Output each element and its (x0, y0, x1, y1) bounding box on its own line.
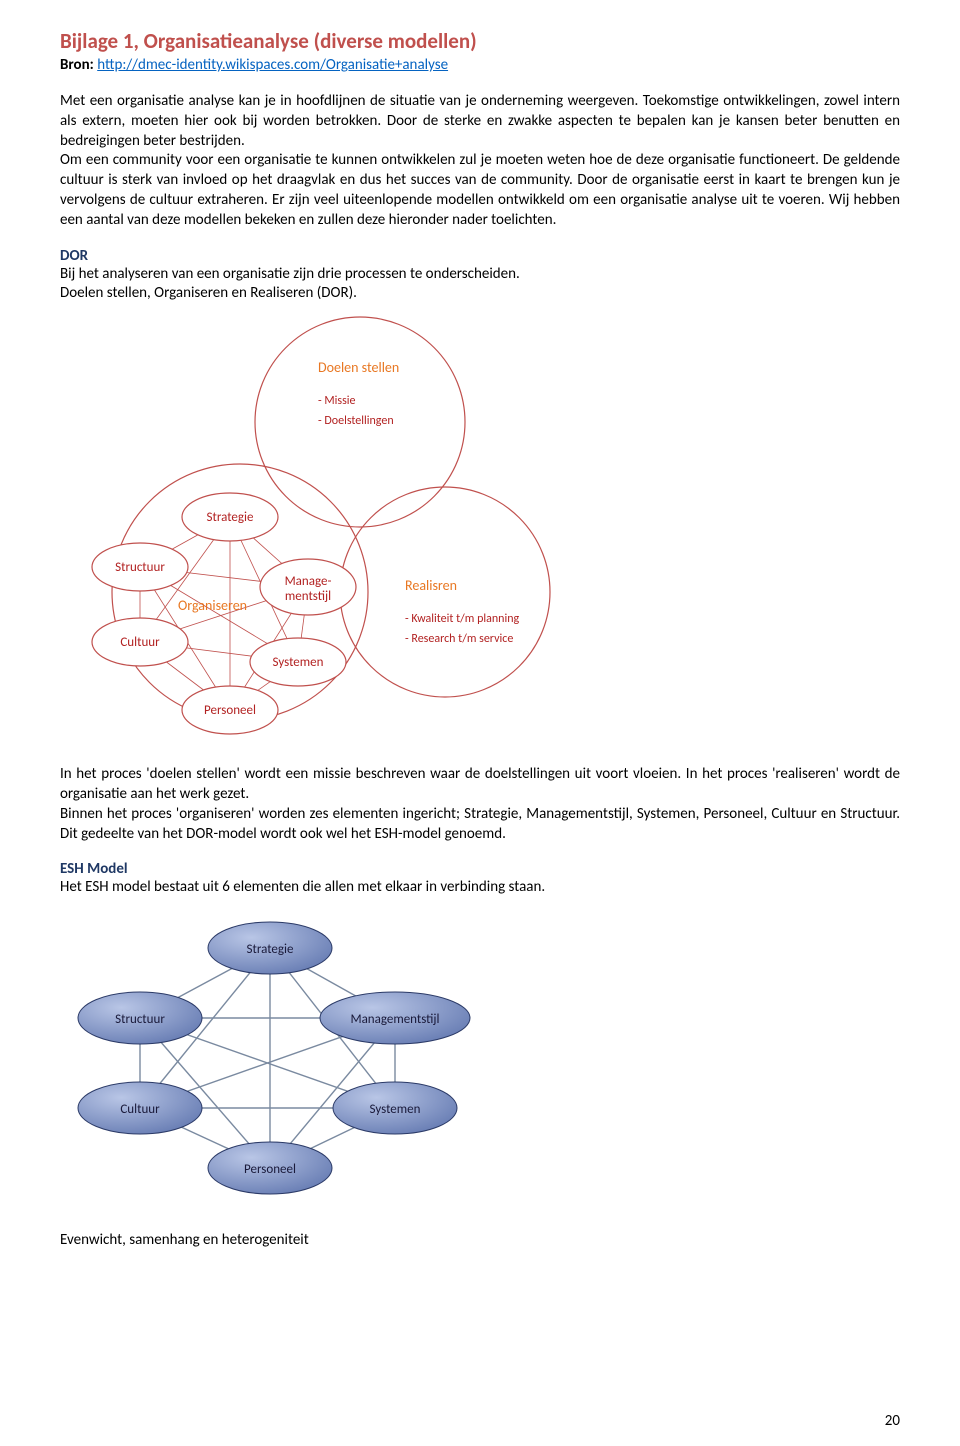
final-line: Evenwicht, samenhang en heterogeniteit (60, 1231, 900, 1251)
esh-line1: Het ESH model bestaat uit 6 elementen di… (60, 878, 900, 898)
svg-text:- Research t/m service: - Research t/m service (405, 632, 513, 646)
intro-paragraph: Met een organisatie analyse kan je in ho… (60, 92, 900, 231)
svg-text:Systemen: Systemen (370, 1102, 421, 1117)
dor-heading: DOR (60, 247, 900, 265)
svg-text:- Missie: - Missie (318, 394, 356, 408)
page-title: Bijlage 1, Organisatieanalyse (diverse m… (60, 28, 900, 54)
svg-text:Organiseren: Organiseren (178, 597, 247, 614)
source-label: Bron: (60, 56, 97, 74)
svg-text:Cultuur: Cultuur (120, 635, 160, 650)
svg-text:Strategie: Strategie (247, 942, 294, 957)
svg-text:Structuur: Structuur (115, 560, 165, 575)
svg-text:Cultuur: Cultuur (120, 1102, 160, 1117)
svg-text:- Doelstellingen: - Doelstellingen (318, 414, 394, 428)
svg-text:Managementstijl: Managementstijl (350, 1012, 439, 1027)
esh-heading: ESH Model (60, 860, 900, 878)
svg-text:Realisren: Realisren (405, 577, 457, 594)
source-line: Bron: http://dmec-identity.wikispaces.co… (60, 56, 900, 74)
source-link[interactable]: http://dmec-identity.wikispaces.com/Orga… (97, 56, 448, 74)
dor-diagram: Strategie Structuur Manage-mentstijl Cultuu… (60, 312, 900, 747)
svg-text:- Kwaliteit t/m planning: - Kwaliteit t/m planning (405, 612, 520, 626)
svg-text:mentstijl: mentstijl (285, 589, 331, 604)
svg-text:Structuur: Structuur (115, 1012, 165, 1027)
page-number: 20 (885, 1412, 900, 1430)
svg-text:Manage-: Manage- (285, 574, 332, 589)
dor-diagram-svg: Strategie Structuur Manage-mentstijl Cultuu… (60, 312, 620, 742)
svg-text:Systemen: Systemen (273, 655, 324, 670)
svg-text:Personeel: Personeel (204, 703, 256, 718)
svg-text:Doelen stellen: Doelen stellen (318, 359, 399, 376)
dor-line2: Doelen stellen, Organiseren en Realisere… (60, 284, 900, 304)
esh-diagram-svg: Strategie Managementstijl Systemen Personee… (60, 908, 480, 1208)
document-page: Bijlage 1, Organisatieanalyse (diverse m… (0, 0, 960, 1446)
dor-line1: Bij het analyseren van een organisatie z… (60, 265, 900, 285)
esh-diagram: Strategie Managementstijl Systemen Personee… (60, 908, 900, 1213)
post-dor-paragraph: In het proces 'doelen stellen' wordt een… (60, 765, 900, 844)
svg-text:Strategie: Strategie (207, 510, 254, 525)
svg-text:Personeel: Personeel (244, 1162, 296, 1177)
